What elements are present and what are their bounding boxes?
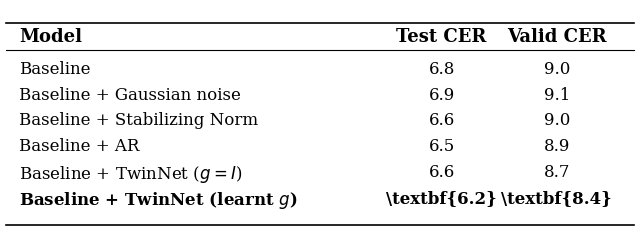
Text: 6.6: 6.6	[428, 164, 455, 181]
Text: Baseline + Stabilizing Norm: Baseline + Stabilizing Norm	[19, 112, 259, 129]
Text: 8.9: 8.9	[543, 138, 570, 155]
Text: Baseline: Baseline	[19, 61, 91, 78]
Text: 9.0: 9.0	[543, 61, 570, 78]
Text: 9.0: 9.0	[543, 112, 570, 129]
Text: Baseline + TwinNet ($g = I$): Baseline + TwinNet ($g = I$)	[19, 164, 243, 185]
Text: 6.6: 6.6	[428, 112, 455, 129]
Text: \textbf{8.4}: \textbf{8.4}	[501, 190, 612, 207]
Text: 6.9: 6.9	[428, 87, 455, 104]
Text: 6.5: 6.5	[428, 138, 455, 155]
Text: 9.1: 9.1	[543, 87, 570, 104]
Text: 8.7: 8.7	[543, 164, 570, 181]
Text: Test CER: Test CER	[396, 28, 487, 46]
Text: Valid CER: Valid CER	[507, 28, 607, 46]
Text: \textbf{6.2}: \textbf{6.2}	[386, 190, 497, 207]
Text: Model: Model	[19, 28, 82, 46]
Text: Baseline + TwinNet (learnt $g$): Baseline + TwinNet (learnt $g$)	[19, 190, 298, 211]
Text: Baseline + AR: Baseline + AR	[19, 138, 140, 155]
Text: 6.8: 6.8	[428, 61, 455, 78]
Text: Baseline + Gaussian noise: Baseline + Gaussian noise	[19, 87, 241, 104]
